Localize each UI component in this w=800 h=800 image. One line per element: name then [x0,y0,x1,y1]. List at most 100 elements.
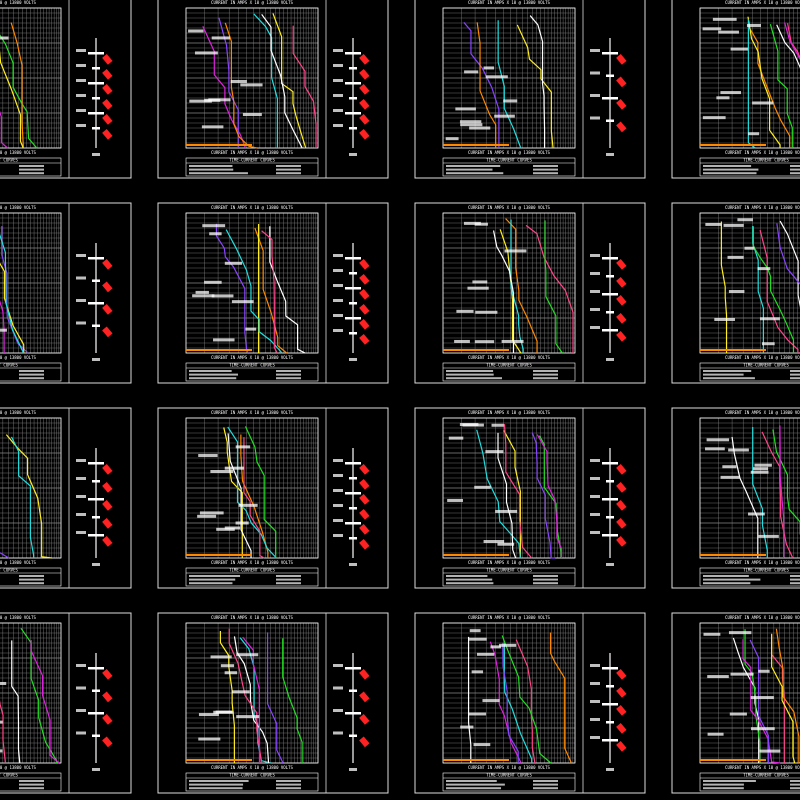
axis-label: CURRENT IN AMPS X 10 @ 13800 VOLTS [725,560,800,565]
curve-label [209,232,222,236]
curve-label [722,465,737,469]
curve-label [0,720,3,724]
sheet-title: TIME-CURRENT CURVES [229,568,275,573]
curve-label [702,116,726,120]
device-label [333,489,343,492]
tcc-curve [269,226,306,354]
tcc-curve [0,300,5,353]
device-label [333,709,343,712]
device-label [333,109,343,112]
curve-label [231,690,250,694]
tcc-curve [243,437,265,559]
tcc-curve [776,24,800,69]
curve-label [730,672,754,676]
device-label [76,79,86,82]
one-line-device [349,332,357,335]
title-block-text [276,780,301,782]
sheet-border [157,407,389,589]
device-label [333,534,343,537]
one-line-device [92,480,100,483]
title-block-text [446,370,494,372]
device-label [590,116,600,120]
axis-label: CURRENT IN AMPS X 10 @ 13800 VOLTS [725,0,800,5]
curve-label [490,645,501,649]
title-block-text [189,582,233,585]
device-tag [616,331,627,342]
axis-label: CURRENT IN AMPS X 10 @ 13800 VOLTS [211,0,293,5]
title-block-text [189,373,239,376]
sheet-border [0,612,132,794]
curve-label [501,339,524,343]
curve-label [201,125,224,129]
axis-label: CURRENT IN AMPS X 10 @ 13800 VOLTS [211,355,293,360]
sheet-title: TIME-CURRENT CURVES [0,363,18,368]
device-tag [616,259,627,270]
sheet-title: TIME-CURRENT CURVES [0,158,18,163]
device-label [333,664,343,667]
sheet-border [671,202,800,384]
sheet-border [414,202,646,384]
title-block-text [533,575,558,577]
one-line-device [349,97,357,100]
curve-label [202,224,226,228]
one-line-device [606,480,614,483]
time-bar [443,554,509,556]
axis-label: CURRENT IN AMPS X 10 @ 13800 VOLTS [468,0,550,5]
drawing-sheet: CURRENT IN AMPS X 10 @ 13800 VOLTS CURREN… [414,612,646,794]
one-line-device [88,534,104,537]
curve-label [454,339,470,343]
device-label [606,358,614,361]
device-tag [102,69,113,80]
curve-label [758,534,779,538]
tcc-curve [244,426,277,558]
title-block-text [703,783,744,786]
one-line-device [349,302,357,305]
curve-label [199,511,224,515]
device-tag [102,536,113,547]
tcc-curve [516,24,554,149]
curve-label [220,664,235,668]
one-line-device [88,667,104,670]
device-label [76,254,86,257]
device-label [590,495,600,498]
title-block-text [703,377,755,380]
curve-label [197,514,217,518]
device-tag [359,494,370,505]
device-label [92,153,100,156]
tcc-curve [747,18,756,149]
axis-label: CURRENT IN AMPS X 10 @ 13800 VOLTS [211,205,293,210]
title-block-text [446,575,488,577]
tcc-curve [752,427,768,558]
device-tag [616,705,627,716]
curve-label [499,643,517,647]
curve-label [753,467,769,471]
title-block-text [533,172,558,175]
device-label [606,563,614,566]
drawing-sheet: CURRENT IN AMPS X 10 @ 13800 VOLTS CURREN… [157,612,389,794]
axis-label: CURRENT IN AMPS X 10 @ 13800 VOLTS [725,150,800,155]
drawing-sheet: CURRENT IN AMPS X 10 @ 13800 VOLTS CURREN… [0,407,132,589]
device-label [590,736,600,739]
tcc-curve [492,230,515,353]
tcc-curve [0,233,25,354]
tcc-curve [505,218,538,353]
device-label [333,731,343,735]
tcc-curve [771,634,796,764]
device-tag [616,121,627,133]
device-tag [102,129,113,140]
one-line-device [92,689,100,692]
curve-label [194,51,218,55]
title-block-text [276,165,301,167]
curve-label [744,246,755,250]
one-line-device [88,52,104,55]
device-tag [102,84,113,95]
device-label [590,513,600,516]
drawing-sheet: CURRENT IN AMPS X 10 @ 13800 VOLTS CURREN… [671,407,800,589]
title-block [0,157,62,177]
tcc-curve [282,638,303,763]
device-tag [359,304,370,315]
plot-frame [699,622,800,764]
one-line-device [602,97,618,100]
curve-label [759,749,781,753]
